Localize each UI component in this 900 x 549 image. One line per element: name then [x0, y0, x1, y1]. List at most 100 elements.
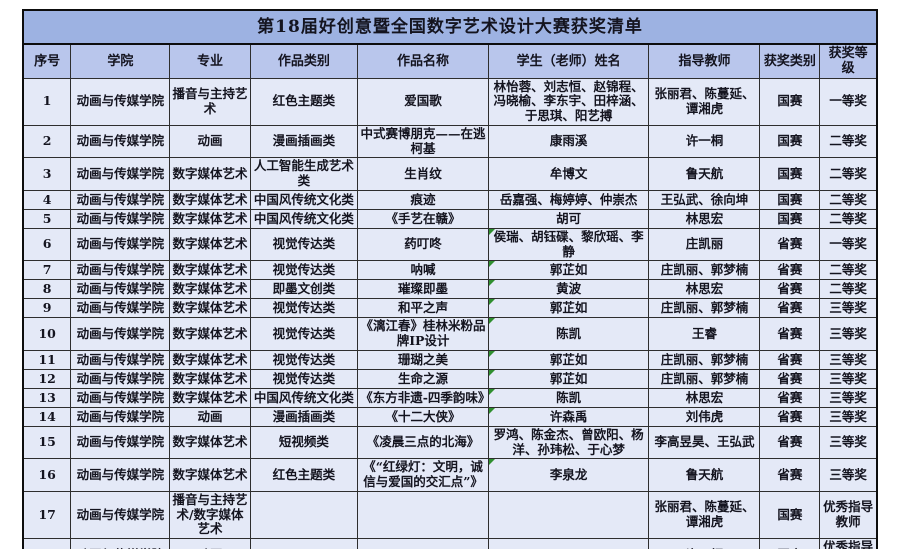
cell-type-text: 省赛	[777, 370, 803, 386]
cell-major: 数字媒体艺术	[169, 260, 251, 281]
cell-no-text: 15	[38, 434, 56, 450]
cell-category: 中国风传统文化类	[249, 189, 359, 210]
cell-work: 《凌晨三点的北海》	[357, 425, 489, 460]
cell-college: 动画与传媒学院	[70, 157, 171, 191]
cell-college-text: 动画与传媒学院	[76, 165, 165, 181]
cell-level: 三等奖	[819, 425, 878, 460]
cell-work: 珊瑚之美	[357, 349, 489, 370]
cell-work-text: 痕迹	[410, 191, 436, 207]
cell-level: 二等奖	[819, 208, 878, 229]
cell-college: 动画与传媒学院	[70, 538, 171, 549]
cell-major: 播音与主持艺术/数字媒体艺术	[169, 490, 251, 540]
cell-flag-icon	[489, 229, 495, 235]
cell-major-text: 数字媒体艺术	[172, 389, 248, 405]
cell-college-text: 动画与传媒学院	[76, 191, 165, 207]
table-row: 17 动画与传媒学院 播音与主持艺术/数字媒体艺术 张丽君、陈蔓延、谭湘虎 国赛 优秀指导…	[22, 490, 878, 540]
cell-work: 《十二大侠》	[357, 406, 489, 427]
cell-students: 胡可	[487, 208, 650, 229]
cell-no-text: 6	[42, 236, 52, 252]
cell-type: 省赛	[759, 298, 821, 319]
cell-category: 中国风传统文化类	[249, 208, 359, 229]
table-row: 14 动画与传媒学院 动画 漫画插画类 《十二大侠》 许森禹 刘伟虎 省赛 三等奖	[22, 406, 878, 427]
cell-college-text: 动画与传媒学院	[76, 506, 165, 522]
cell-advisors-text: 林思宏	[685, 389, 724, 405]
cell-type: 国赛	[759, 208, 821, 229]
cell-no: 8	[22, 279, 72, 300]
cell-college-text: 动画与传媒学院	[76, 434, 165, 450]
cell-major-text: 播音与主持艺术/数字媒体艺术	[172, 491, 248, 537]
cell-advisors: 刘伟虎	[648, 406, 761, 427]
column-header-advisors: 指导教师	[648, 43, 761, 79]
cell-college: 动画与传媒学院	[70, 208, 171, 229]
cell-no-text: 16	[38, 466, 56, 482]
cell-category: 视觉传达类	[249, 298, 359, 319]
cell-level-text: 二等奖	[829, 133, 867, 149]
cell-type: 国赛	[759, 538, 821, 549]
table-row: 2 动画与传媒学院 动画 漫画插画类 中式赛博朋克——在逃柯基 康雨溪 许一桐 国赛 二等奖	[22, 124, 878, 159]
cell-advisors: 许一桐	[648, 124, 761, 159]
cell-major-text: 动画	[197, 408, 223, 424]
table-row: 9 动画与传媒学院 数字媒体艺术 视觉传达类 和平之声 郭芷如 庄凯丽、郭梦楠 省赛 三等奖	[22, 298, 878, 319]
cell-flag-icon	[489, 370, 495, 376]
cell-no-text: 1	[42, 93, 52, 109]
cell-advisors-text: 林思宏	[685, 281, 724, 297]
cell-type: 省赛	[759, 349, 821, 370]
cell-no-text: 18	[26, 547, 68, 549]
cell-flag-icon	[489, 459, 495, 466]
cell-work-text: 《手艺在赣》	[385, 210, 461, 226]
cell-advisors-text: 王睿	[691, 325, 717, 341]
cell-college-text: 动画与传媒学院	[76, 210, 165, 226]
cell-advisors-text: 张丽君、陈蔓延、谭湘虎	[654, 499, 755, 530]
cell-no-text: 8	[42, 281, 52, 297]
cell-work: 《“红绿灯：文明，诚信与爱国的交汇点”》	[357, 458, 489, 492]
cell-type-text: 省赛	[777, 325, 803, 341]
cell-work-text: 生肖纹	[404, 165, 442, 181]
cell-students-text: 许森禹	[549, 408, 588, 424]
cell-level-text: 优秀指导教师	[823, 499, 874, 530]
cell-flag-icon	[489, 261, 495, 268]
cell-advisors-text: 张丽君、陈蔓延、谭湘虎	[654, 86, 755, 116]
cell-advisors: 王弘武、徐向坤	[648, 189, 761, 210]
cell-category: 漫画插画类	[249, 124, 359, 159]
cell-type: 国赛	[759, 124, 821, 159]
cell-type: 省赛	[759, 368, 821, 389]
cell-level: 三等奖	[819, 406, 878, 427]
table-row: 10 动画与传媒学院 数字媒体艺术 视觉传达类 《漓江春》桂林米粉品牌IP设计 陈凯 王睿 省…	[22, 317, 878, 351]
cell-category-text: 即墨文创类	[272, 281, 336, 297]
cell-advisors: 林思宏	[648, 208, 761, 229]
cell-level-text: 三等奖	[829, 466, 867, 482]
cell-students-text: 胡可	[556, 210, 582, 226]
cell-category-text: 中国风传统文化类	[253, 389, 354, 405]
cell-category-text: 红色主题类	[272, 466, 336, 482]
cell-type: 省赛	[759, 425, 821, 460]
cell-flag-icon	[489, 351, 495, 357]
cell-category-text: 视觉传达类	[272, 370, 336, 386]
column-header-work: 作品名称	[357, 43, 489, 79]
cell-students-text: 陈凯	[556, 325, 582, 341]
cell-college: 动画与传媒学院	[70, 260, 171, 281]
cell-category	[249, 538, 359, 549]
cell-major-text: 数字媒体艺术	[172, 300, 248, 316]
cell-level: 二等奖	[819, 157, 878, 191]
cell-advisors: 林思宏	[648, 387, 761, 408]
cell-work: 生肖纹	[357, 157, 489, 191]
cell-major: 数字媒体艺术	[169, 208, 251, 229]
cell-work-text: 和平之声	[398, 300, 449, 316]
cell-level-text: 一等奖	[829, 93, 867, 109]
cell-work: 痕迹	[357, 189, 489, 210]
cell-major-text: 播音与主持艺术	[172, 86, 248, 116]
cell-major-text: 数字媒体艺术	[172, 466, 248, 482]
cell-type: 省赛	[759, 387, 821, 408]
cell-no-text: 4	[42, 191, 52, 207]
table-row: 4 动画与传媒学院 数字媒体艺术 中国风传统文化类 痕迹 岳嘉强、梅婷婷、仲崇杰 王弘武、徐…	[22, 189, 878, 210]
cell-students-text: 黄波	[556, 281, 582, 297]
cell-category	[249, 490, 359, 540]
cell-advisors-text: 李高昱昊、王弘武	[654, 434, 755, 450]
cell-college-text: 动画与传媒学院	[76, 236, 165, 252]
cell-college: 动画与传媒学院	[70, 458, 171, 492]
cell-level: 三等奖	[819, 458, 878, 492]
cell-advisors: 许一桐	[648, 538, 761, 549]
cell-advisors: 鲁天航	[648, 157, 761, 191]
header-row: 序号 学院 专业 作品类别 作品名称 学生（老师）姓名 指导教师 获奖类别 获奖…	[22, 43, 878, 79]
table-row: 13 动画与传媒学院 数字媒体艺术 中国风传统文化类 《东方非遗-四季韵味》 陈凯 林思宏 省…	[22, 387, 878, 408]
